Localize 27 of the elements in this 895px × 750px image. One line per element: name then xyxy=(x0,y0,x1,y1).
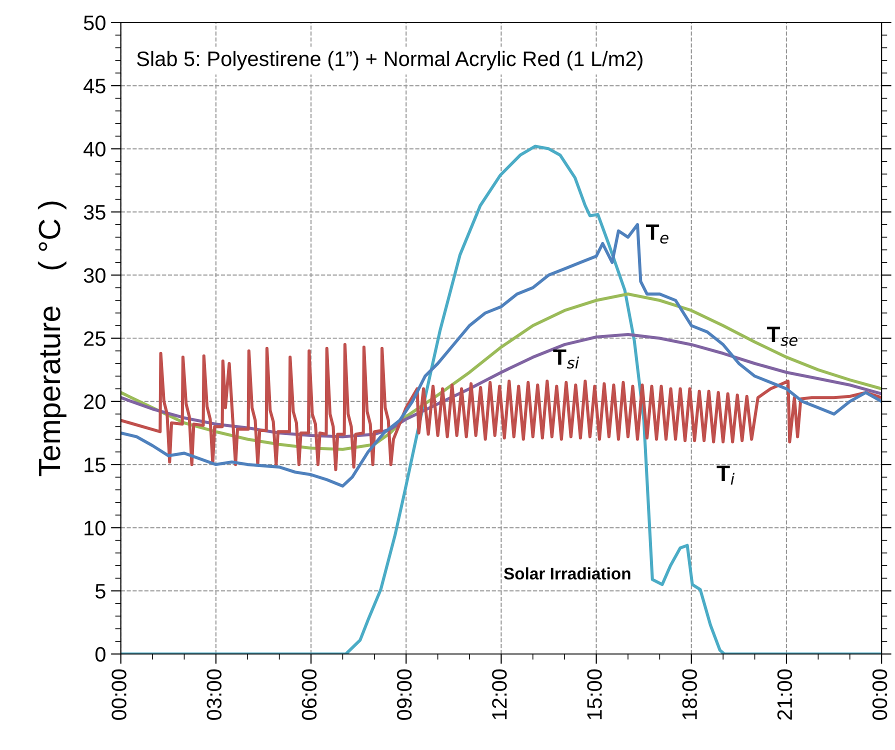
y-tick-label: 35 xyxy=(84,204,106,220)
x-tick-label: 12:00 xyxy=(492,669,507,720)
x-tick-label: 09:00 xyxy=(396,669,412,720)
text: Slab 5: Polyestirene (1”) + Normal Acrylic Red (1 L/m2) xyxy=(136,50,642,70)
y-tick-label: 10 xyxy=(84,520,106,536)
x-tick-label: 18:00 xyxy=(682,669,697,720)
y-tick-label: 5 xyxy=(95,584,106,599)
y-tick-label: 40 xyxy=(84,142,106,157)
y-tick-label: 15 xyxy=(84,458,106,472)
y-tick-label: 50 xyxy=(84,16,106,30)
x-tick-label: 00:00 xyxy=(872,669,888,720)
x-tick-label: 03:00 xyxy=(206,669,222,720)
annotation: T$_{e}$ xyxy=(646,224,668,244)
annotation: T$_{se}$ xyxy=(766,326,798,346)
x-tick-label: 21:00 xyxy=(777,669,792,720)
x-tick-label: 15:00 xyxy=(587,669,602,720)
x-tick-label: 00:00 xyxy=(112,669,126,720)
y-axis-title: Temperature ( °C ) xyxy=(38,202,66,476)
x-tick-label: 06:00 xyxy=(302,669,317,720)
annotation: T$_{i}$ xyxy=(716,466,735,485)
y-tick-label: 20 xyxy=(84,394,106,410)
y-tick-label: 45 xyxy=(84,78,106,94)
y-tick-label: 25 xyxy=(84,331,106,346)
y-tick-label: 0 xyxy=(95,647,106,662)
annotation: Solar Irradiation xyxy=(504,567,630,580)
annotation: T$_{si}$ xyxy=(553,350,580,369)
y-tick-label: 30 xyxy=(84,268,106,283)
